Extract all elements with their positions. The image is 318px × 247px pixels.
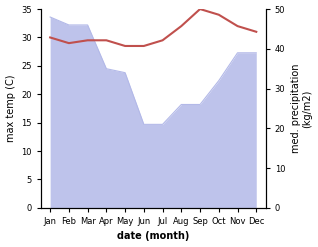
X-axis label: date (month): date (month): [117, 231, 190, 242]
Y-axis label: max temp (C): max temp (C): [5, 75, 16, 142]
Y-axis label: med. precipitation
(kg/m2): med. precipitation (kg/m2): [291, 64, 313, 153]
